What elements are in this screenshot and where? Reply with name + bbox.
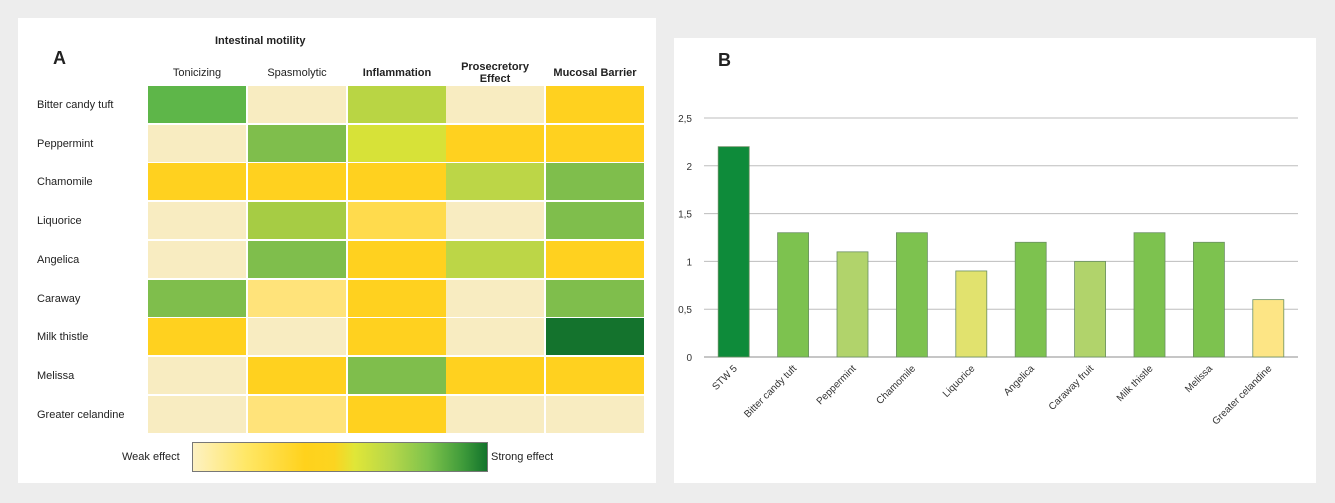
heatmap-cell (546, 202, 644, 240)
y-tick-label: 2 (686, 162, 692, 173)
bar-chart-panel: B 0 0,5 1 1,5 2 2,5 STW 5 Bitter candy tuft Pepp… (674, 38, 1316, 483)
bar (717, 146, 750, 358)
row-label: Angelica (37, 253, 80, 266)
heatmap-cell (248, 240, 346, 278)
bar (1133, 232, 1166, 358)
bar (836, 251, 869, 358)
row-label: Chamomile (37, 176, 93, 189)
heatmap-cell (248, 86, 346, 123)
column-header: Tonicizing (172, 67, 222, 79)
bar-chart-svg: 0 0,5 1 1,5 2 2,5 STW 5 Bitter candy tuft Pepper… (678, 114, 1298, 427)
heatmap-cell (546, 163, 644, 201)
heatmap-cell (446, 202, 544, 240)
bar (1074, 260, 1107, 358)
bar (777, 232, 809, 358)
heatmap-cell (348, 86, 446, 123)
row-label: Melissa (37, 369, 75, 382)
x-tick-label: Angelica (1002, 363, 1037, 398)
x-tick-label: Chamomile (874, 363, 918, 407)
heatmap-cell (148, 202, 246, 240)
heatmap-cell (546, 86, 644, 123)
y-tick-label: 2,5 (678, 114, 692, 125)
column-header: Mucosal Barrier (553, 67, 637, 79)
y-tick-label: 0 (686, 353, 692, 364)
row-label: Milk thistle (37, 331, 89, 344)
x-tick-label: STW 5 (710, 363, 740, 393)
heatmap-cell (348, 202, 446, 240)
x-tick-label: Liquorice (941, 363, 978, 400)
heatmap-cell (348, 356, 446, 394)
x-tick-label: Melissa (1183, 363, 1215, 395)
intestinal-motility-header: Intestinal motility (215, 35, 306, 47)
heatmap-cell (248, 279, 346, 317)
heatmap-cell (248, 395, 346, 433)
heatmap-cell (148, 318, 246, 356)
column-header: Spasmolytic (267, 67, 327, 79)
heatmap-cell (148, 86, 246, 123)
heatmap-cell (148, 279, 246, 317)
heatmap-cell (248, 356, 346, 394)
legend-strong-label: Strong effect (491, 451, 554, 463)
y-tick-label: 1 (686, 257, 692, 268)
row-label: Caraway (37, 292, 81, 305)
y-tick-label: 0,5 (678, 305, 692, 316)
heatmap-cell (348, 240, 446, 278)
heatmap-cell (546, 124, 644, 162)
bar (1193, 241, 1225, 358)
heatmap-cell (546, 356, 644, 394)
heatmap-cell (546, 279, 644, 317)
heatmap-cell (348, 395, 446, 433)
column-header: Inflammation (362, 67, 432, 79)
heatmap-cell (446, 86, 544, 123)
column-header: Prosecretory Effect (461, 61, 529, 85)
heatmap-cell (446, 395, 544, 433)
x-tick-label: Caraway fruit (1047, 363, 1097, 413)
heatmap-cell (348, 279, 446, 317)
heatmap-cell (446, 279, 544, 317)
bar (1252, 299, 1285, 358)
heatmap-cell (546, 240, 644, 278)
bar (895, 232, 928, 358)
heatmap-cell (348, 163, 446, 201)
heatmap-cell (546, 395, 644, 433)
row-label: Greater celandine (37, 408, 125, 421)
heatmap-cell (446, 356, 544, 394)
heatmap-cell (148, 163, 246, 201)
heatmap-cell (148, 356, 246, 394)
row-label: Bitter candy tuft (37, 99, 114, 111)
heatmap-cell (148, 124, 246, 162)
x-tick-label: Milk thistle (1115, 363, 1156, 404)
y-tick-label: 1,5 (678, 210, 692, 221)
x-tick-label: Bitter candy tuft (742, 363, 799, 420)
heatmap-cell (148, 395, 246, 433)
heatmap-cell (446, 240, 544, 278)
panel-a-label: A (53, 48, 66, 68)
heatmap-cell (348, 124, 446, 162)
heatmap-cell (348, 318, 446, 356)
heatmap-cell (148, 240, 246, 278)
heatmap-cell (248, 163, 346, 201)
heatmap-cell (248, 202, 346, 240)
legend-weak-label: Weak effect (122, 451, 180, 463)
x-tick-label: Peppermint (815, 363, 859, 407)
heatmap-cell (446, 163, 544, 201)
row-label: Peppermint (37, 137, 94, 150)
bar (955, 270, 988, 358)
bar (1014, 241, 1047, 358)
heatmap-cell (446, 124, 544, 162)
heatmap-cell (248, 318, 346, 356)
heatmap-cell (546, 318, 644, 356)
legend-gradient-bar (192, 442, 488, 472)
heatmap-panel: A Intestinal motility Tonicizing Spasmoly… (18, 18, 656, 483)
panel-b-label: B (718, 50, 731, 70)
heatmap-cell (248, 124, 346, 162)
heatmap-cell (446, 318, 544, 356)
row-label: Liquorice (37, 215, 82, 228)
x-tick-label: Greater celandine (1210, 363, 1274, 427)
